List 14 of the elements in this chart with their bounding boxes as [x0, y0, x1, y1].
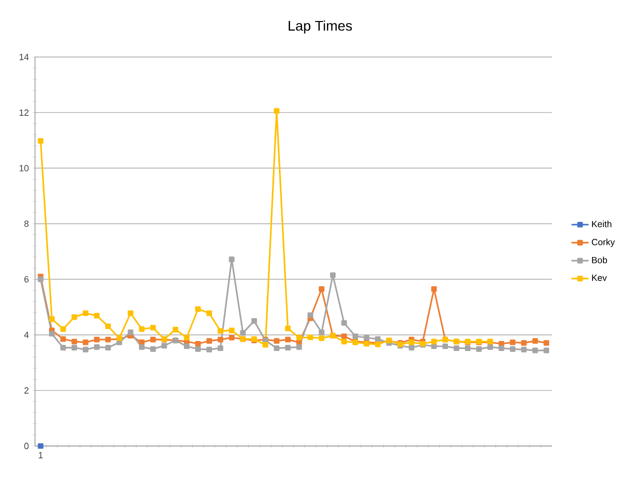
y-tick-label: 14: [20, 54, 29, 60]
y-tick-label: 2: [24, 387, 29, 394]
legend-label: Corky: [592, 238, 615, 248]
legend-label: Kev: [592, 274, 607, 281]
y-tick-label: 6: [24, 276, 29, 282]
y-tick-label: 8: [24, 220, 29, 227]
y-tick-label: 4: [24, 332, 29, 338]
y-tick-label: 12: [20, 109, 29, 116]
y-tick-label: 0: [24, 442, 29, 450]
y-tick-label: 10: [20, 164, 29, 172]
chart-title: Lap Times: [288, 20, 352, 34]
legend-label: Keith: [592, 220, 612, 228]
x-tick-label: 1: [38, 452, 43, 458]
legend-label: Bob: [592, 256, 608, 264]
